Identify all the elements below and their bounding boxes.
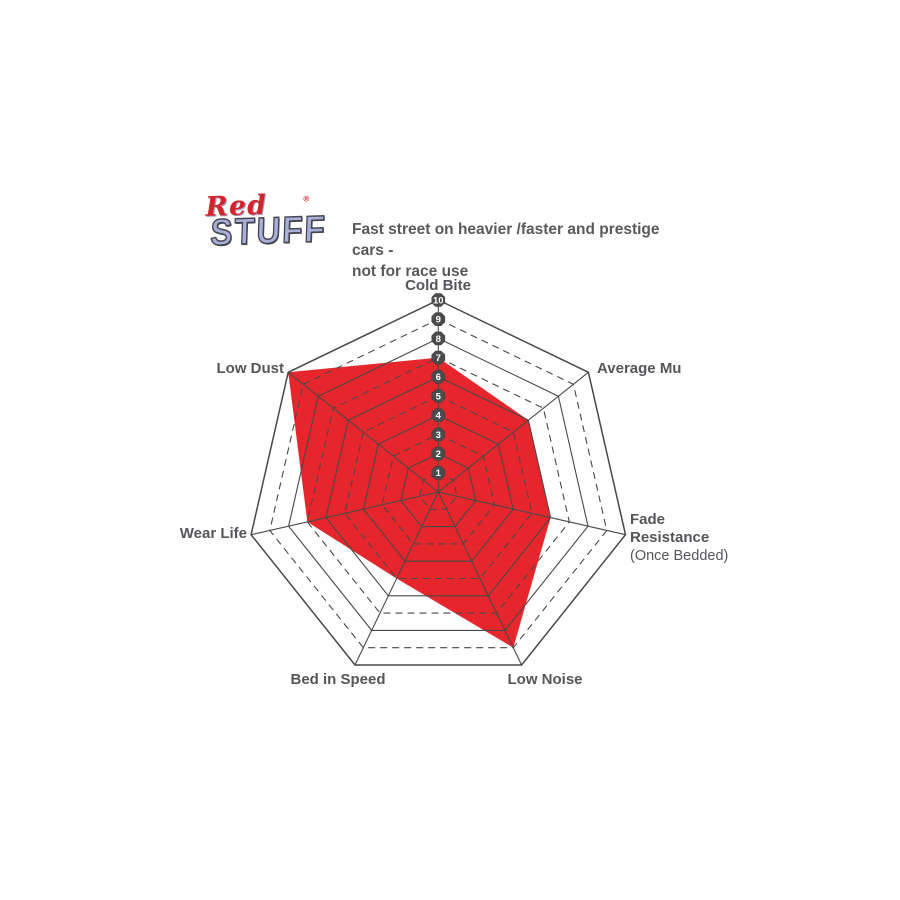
scale-badge-number: 10 [433,295,444,306]
grid-ring-6 [325,376,552,597]
axis-spoke-4 [354,491,439,666]
scale-badge-shape [431,350,446,365]
axis-label-wear-life: Wear Life [179,525,247,542]
product-description: Fast street on heavier /faster and prest… [352,219,682,282]
scale-badge-shape [431,369,446,384]
axis-spoke-6 [287,371,439,493]
scale-badge-shape [431,446,446,461]
scale-badge-9: 9 [431,312,446,327]
scale-badge-5: 5 [431,389,446,403]
scale-badge-number: 1 [436,468,442,479]
axis-spoke-1 [437,371,589,493]
axis-label-fade-resistance-note: (Once Bedded) [630,548,729,564]
grid-ring-5 [344,395,533,580]
scale-badge-shape [431,408,446,423]
scale-badge-2: 2 [431,446,446,461]
scale-badge-6: 6 [431,369,446,384]
description-line-2: not for race use [352,263,469,280]
scale-badge-number: 7 [436,353,441,364]
scale-badge-number: 9 [436,315,441,326]
axis-label-bed-in-speed: Bed in Speed [290,671,386,688]
description-line-1: Fast street on heavier /faster and prest… [352,221,660,259]
axis-spoke-2 [438,491,626,536]
axis-label-low-dust: Low Dust [216,360,285,377]
scale-badge-number: 4 [436,411,442,422]
scale-badge-number: 8 [436,334,441,345]
scale-badge-7: 7 [431,350,446,365]
grid-ring-7 [306,356,570,614]
axis-label-low-noise: Low Noise [507,671,583,688]
scale-badge-3: 3 [431,427,446,442]
grid-ring-3 [381,433,496,545]
grid-ring-9 [269,318,608,649]
axis-spoke-3 [437,491,523,666]
axis-label-cold-bite: Cold Bite [405,277,471,294]
scale-badge-1: 1 [431,465,446,480]
scale-badge-shape [431,389,446,403]
data-polygon [288,357,551,648]
grid-ring-10 [250,299,627,666]
grid-ring-2 [400,452,477,528]
scale-badge-shape [431,427,446,442]
scale-badge-10: 10 [431,293,446,307]
grid-ring-8 [288,337,589,631]
axis-label-fade-resistance: Fade Resistance [630,511,710,546]
scale-badge-number: 2 [436,449,441,460]
scale-badge-number: 5 [436,391,442,402]
scale-badge-8: 8 [431,331,446,346]
scale-badge-number: 6 [436,372,441,383]
grid-ring-1 [419,472,458,510]
scale-badge-shape [431,331,446,346]
scale-badge-shape [431,293,446,307]
axis-label-average-mu: Average Mu [597,360,682,377]
scale-badge-shape [431,465,446,480]
axis-spoke-5 [250,491,439,536]
scale-badge-shape [431,312,446,327]
scale-badge-4: 4 [431,408,446,423]
scale-badge-number: 3 [436,430,441,441]
grid-ring-4 [362,414,514,562]
